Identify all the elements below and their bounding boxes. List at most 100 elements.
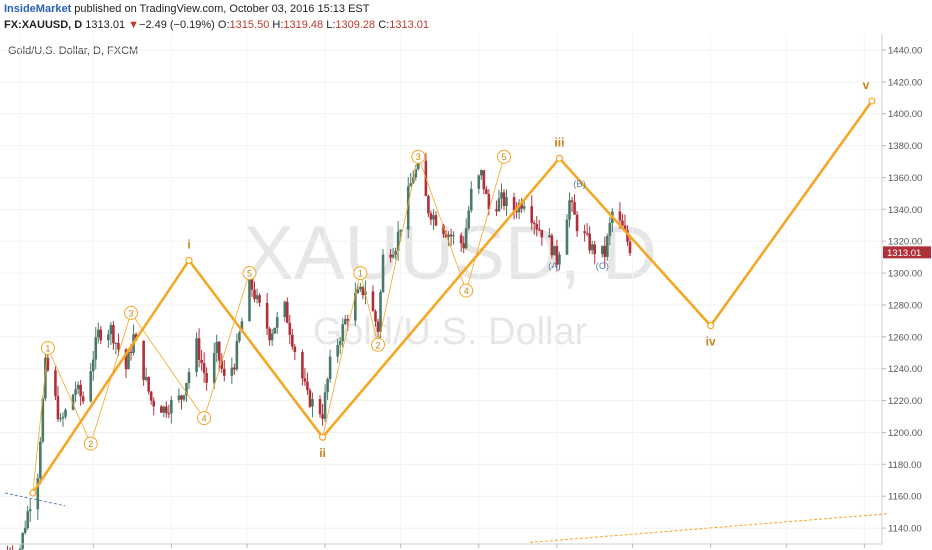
candle-body bbox=[96, 329, 100, 338]
candle-body bbox=[127, 351, 130, 370]
publisher-name[interactable]: InsideMarket bbox=[4, 3, 72, 15]
candle-body bbox=[270, 333, 274, 341]
candle-body bbox=[288, 322, 292, 335]
candle-body bbox=[444, 234, 448, 238]
candle-body bbox=[255, 295, 259, 300]
candle-body bbox=[258, 295, 261, 303]
candle-body bbox=[467, 210, 471, 229]
candle-body bbox=[512, 197, 516, 211]
candle-body bbox=[215, 341, 219, 353]
candle-body bbox=[18, 548, 22, 550]
candle-body bbox=[253, 289, 256, 300]
candle-body bbox=[205, 372, 208, 383]
candle-body bbox=[197, 338, 201, 360]
candle-body bbox=[238, 332, 241, 341]
candle-body bbox=[129, 351, 133, 353]
candle-body bbox=[573, 202, 576, 215]
candle-body bbox=[306, 381, 309, 391]
candle-body bbox=[240, 321, 244, 333]
y-tick-label: 1140.00 bbox=[888, 524, 922, 535]
candle-body bbox=[152, 400, 156, 407]
y-tick-label: 1200.00 bbox=[888, 428, 922, 439]
candle-body bbox=[217, 341, 221, 361]
candle-body bbox=[427, 196, 430, 214]
candle-body bbox=[79, 384, 82, 397]
candle-body bbox=[371, 291, 375, 312]
candle-body bbox=[233, 367, 236, 370]
watermark: XAUUSD, D Gold/U.S. Dollar bbox=[243, 211, 657, 353]
candle-body bbox=[293, 346, 297, 353]
change-down-icon: ▼ bbox=[128, 19, 140, 31]
candle-body bbox=[464, 228, 468, 249]
candle-body bbox=[76, 384, 80, 390]
y-axis: 1140.00 1160.00 1180.00 1200.00 1220.00 1240.… bbox=[881, 34, 931, 544]
y-tick-label: 1180.00 bbox=[888, 460, 922, 471]
price-chart[interactable]: XAUUSD, D Gold/U.S. Dollar Gold/U.S. Dol… bbox=[0, 34, 932, 550]
candle-body bbox=[505, 197, 508, 206]
candle-body bbox=[555, 245, 559, 265]
candle-body bbox=[28, 509, 32, 512]
candle-body bbox=[107, 334, 110, 341]
reference-lines bbox=[4, 492, 889, 543]
y-tick-label: 1160.00 bbox=[888, 492, 922, 503]
sub-wave-marker bbox=[411, 149, 426, 164]
candle-body bbox=[575, 214, 579, 232]
candle-body bbox=[442, 225, 445, 235]
candle-body bbox=[583, 231, 586, 234]
candle-body bbox=[46, 357, 50, 371]
candle-body bbox=[417, 160, 420, 169]
low-label: L: bbox=[326, 19, 336, 31]
candle-body bbox=[54, 370, 57, 397]
candle-body bbox=[361, 286, 365, 296]
candle-body bbox=[230, 367, 234, 376]
candle-body bbox=[391, 254, 395, 258]
candle-body bbox=[628, 241, 632, 254]
candle-body bbox=[26, 511, 30, 529]
candle-body bbox=[434, 215, 438, 226]
candle-body bbox=[301, 352, 304, 379]
candle-body bbox=[588, 233, 591, 251]
sub-wave-marker bbox=[83, 436, 98, 451]
candle-body bbox=[502, 192, 506, 206]
candle-body bbox=[452, 235, 455, 237]
sub-wave-label: 2 bbox=[88, 439, 93, 449]
candle-body bbox=[346, 319, 350, 321]
candle-body bbox=[459, 235, 463, 244]
candle-body bbox=[39, 441, 42, 479]
candle-body bbox=[59, 418, 62, 420]
candle-body bbox=[354, 292, 357, 321]
sub-wave-marker bbox=[197, 411, 212, 426]
close-value: 1313.01 bbox=[389, 19, 429, 31]
candle-body bbox=[532, 222, 536, 225]
candle-body bbox=[374, 311, 377, 322]
main-wave-label: iii bbox=[554, 135, 564, 149]
candle-body bbox=[323, 392, 327, 419]
candle-body bbox=[44, 357, 47, 399]
candle-body bbox=[603, 245, 607, 257]
main-wave-label: iv bbox=[706, 335, 716, 349]
main-wave-label: i bbox=[187, 237, 190, 251]
y-tick-label: 1440.00 bbox=[888, 45, 922, 56]
ohlc-line: FX:XAUUSD, D 1313.01 ▼−2.49 (−0.19%) O:1… bbox=[4, 19, 429, 31]
candle-body bbox=[318, 399, 322, 415]
candle-body bbox=[356, 289, 360, 293]
sub-wave-marker bbox=[497, 149, 511, 164]
blue-trendline bbox=[4, 492, 66, 507]
candle-body bbox=[248, 273, 251, 322]
sub-wave-label: 3 bbox=[129, 308, 134, 318]
candle-body bbox=[23, 528, 27, 533]
candle-body bbox=[177, 395, 181, 400]
candle-body bbox=[480, 170, 483, 176]
sub-wave-label: 3 bbox=[416, 152, 421, 162]
candle-body bbox=[303, 378, 307, 382]
candle-body bbox=[520, 203, 523, 209]
candle-body bbox=[399, 229, 402, 232]
main-wave-line bbox=[31, 100, 873, 494]
sub-wave-label: 5 bbox=[247, 269, 252, 279]
sub-wave-label: 4 bbox=[464, 286, 469, 296]
symbol-label: FX:XAUUSD, D bbox=[4, 19, 83, 31]
sub-wave-marker bbox=[124, 305, 139, 320]
y-tick-label: 1360.00 bbox=[888, 173, 922, 184]
y-tick-label: 1240.00 bbox=[888, 364, 922, 375]
